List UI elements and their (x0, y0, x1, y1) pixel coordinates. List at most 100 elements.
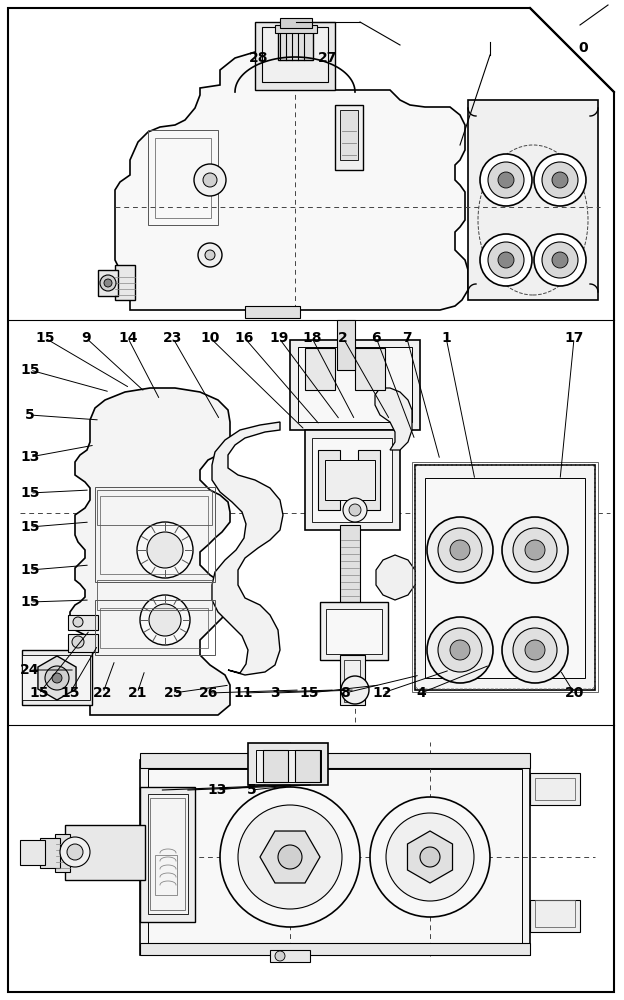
Bar (97, 490, 212, 525)
Bar (298, 347, 412, 422)
Bar (95, 600, 215, 655)
Circle shape (275, 951, 285, 961)
Bar (255, 22, 335, 90)
Bar (150, 798, 185, 910)
Bar (100, 608, 208, 648)
Bar (100, 496, 208, 574)
Circle shape (278, 845, 302, 869)
Text: 19: 19 (269, 331, 289, 345)
Text: 15: 15 (299, 686, 319, 700)
Text: 25: 25 (163, 686, 183, 700)
Circle shape (534, 234, 586, 286)
Text: 15: 15 (29, 686, 49, 700)
Bar (140, 787, 195, 922)
Text: 10: 10 (200, 331, 220, 345)
Bar (337, 320, 355, 370)
Circle shape (420, 847, 440, 867)
Bar (318, 450, 340, 510)
Circle shape (427, 617, 493, 683)
Text: 21: 21 (127, 686, 147, 700)
Circle shape (52, 673, 62, 683)
Circle shape (67, 844, 83, 860)
Bar (22, 650, 92, 705)
Bar (535, 778, 575, 800)
Bar (270, 950, 310, 962)
Text: 13: 13 (20, 450, 40, 464)
Circle shape (450, 540, 470, 560)
Polygon shape (212, 422, 283, 675)
Circle shape (542, 162, 578, 198)
Circle shape (72, 636, 84, 648)
Text: 16: 16 (235, 331, 255, 345)
Bar (412, 462, 598, 692)
Bar (40, 838, 60, 868)
Bar (530, 773, 580, 805)
Text: 7: 7 (402, 331, 412, 345)
Bar (325, 460, 375, 500)
Circle shape (45, 666, 69, 690)
Bar (280, 18, 312, 28)
Circle shape (198, 243, 222, 267)
Polygon shape (376, 555, 415, 600)
Text: 8: 8 (340, 686, 350, 700)
Text: 6: 6 (371, 331, 381, 345)
Bar (340, 655, 365, 705)
Text: 2: 2 (338, 331, 348, 345)
Bar (468, 100, 598, 300)
Bar (312, 438, 392, 522)
Circle shape (427, 517, 493, 583)
Bar (305, 430, 400, 530)
Bar (155, 138, 211, 218)
Circle shape (149, 604, 181, 636)
Circle shape (513, 528, 557, 572)
Bar (148, 794, 188, 914)
Bar (95, 487, 215, 582)
Circle shape (438, 528, 482, 572)
Bar (256, 750, 321, 782)
Bar (305, 348, 335, 390)
Circle shape (203, 173, 217, 187)
Text: 22: 22 (93, 686, 113, 700)
Text: 18: 18 (302, 331, 322, 345)
Circle shape (60, 837, 90, 867)
Text: 17: 17 (564, 331, 584, 345)
Bar (355, 348, 385, 390)
Circle shape (438, 628, 482, 672)
Text: 0: 0 (578, 41, 588, 55)
Text: 11: 11 (233, 686, 253, 700)
Circle shape (343, 498, 367, 522)
Text: 27: 27 (318, 51, 338, 65)
Bar (65, 825, 145, 880)
Polygon shape (38, 656, 76, 700)
Bar (415, 465, 595, 690)
Polygon shape (115, 52, 468, 310)
Text: 28: 28 (249, 51, 269, 65)
Text: 15: 15 (60, 686, 80, 700)
Bar (140, 760, 530, 955)
Bar (278, 30, 313, 60)
Bar (98, 270, 118, 296)
Circle shape (205, 250, 215, 260)
Text: 1: 1 (441, 331, 451, 345)
Circle shape (140, 595, 190, 645)
Text: 4: 4 (416, 686, 426, 700)
Bar (20, 840, 45, 865)
Circle shape (220, 787, 360, 927)
Circle shape (488, 162, 524, 198)
Bar (535, 900, 575, 927)
Polygon shape (70, 388, 230, 715)
Circle shape (370, 797, 490, 917)
Bar (344, 660, 360, 702)
Circle shape (552, 252, 568, 268)
Polygon shape (407, 831, 452, 883)
Bar (275, 25, 317, 33)
Text: 20: 20 (564, 686, 584, 700)
Text: 15: 15 (20, 595, 40, 609)
Bar (335, 105, 363, 170)
Bar (140, 753, 530, 768)
Bar (425, 478, 585, 678)
Bar (22, 655, 90, 700)
Bar (97, 580, 212, 610)
Circle shape (480, 234, 532, 286)
Circle shape (525, 640, 545, 660)
